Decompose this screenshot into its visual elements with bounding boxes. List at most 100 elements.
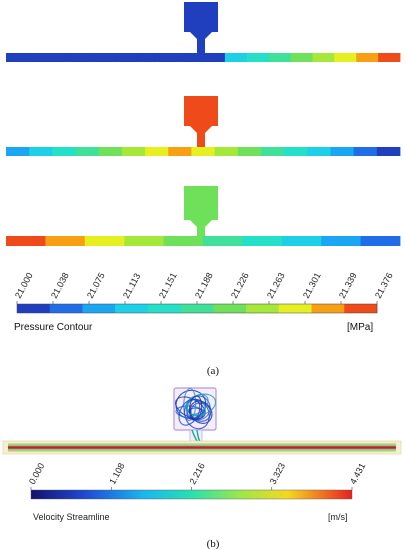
pressure-unit: [MPa] [347,322,373,333]
pressure-tick-label: 21.376 [373,271,395,300]
velocity-tick-label: 2.216 [187,461,206,486]
pipe-segment [353,147,378,156]
pressure-tick-label: 21.113 [121,272,142,300]
pressure-colorbar-cell [180,304,214,313]
pressure-chamber-taper [190,32,212,39]
swirl-streamline [189,400,213,424]
pipe-segment [290,53,313,62]
pressure-tick-label: 21.226 [229,271,251,300]
pipe-segment [115,53,138,62]
pipe-segment [137,53,160,62]
velocity-colorbar [30,489,353,500]
pipe-segment [237,147,262,156]
pipe-segment [356,53,379,62]
pipe-segment [360,236,401,246]
pressure-chamber-taper [190,126,212,133]
pipe-segment [284,147,308,156]
pressure-colorbar-cell [213,304,247,313]
pipe-segment [168,147,192,156]
chamber-swirl-streamlines [175,387,217,430]
pressure-chamber [184,2,218,32]
pipe-segment [45,236,86,246]
pipe-segment [214,147,239,156]
pressure-pipe-3 [6,186,401,246]
pipe-segment [71,53,94,62]
pipe-segment [203,236,243,246]
pressure-colorbar [16,303,378,314]
pipe-segment [98,147,123,156]
pressure-colorbar-cell [278,304,312,313]
pipe-segment [260,147,285,156]
pipe-segment [376,147,401,156]
pipe-segment [242,236,283,246]
pressure-tick-label: 21.075 [85,271,107,300]
velocity-tick-label: 0.000 [27,461,46,486]
pressure-chamber [184,186,218,220]
pipe-segment [191,147,215,156]
pipe-segment [246,53,270,62]
pipe-segment [93,53,116,62]
swirl-streamline [185,393,217,416]
pressure-tick-label: 21.038 [49,271,71,300]
pressure-tick-label: 21.339 [337,271,359,300]
panel-label-b: (b) [207,538,220,550]
pipe-segment [163,236,204,246]
panel-label-a: (a) [207,365,220,377]
pipe-segment [121,147,146,156]
pressure-colorbar-cell [311,304,345,313]
pressure-tick-label: 21.151 [157,271,179,300]
pipe-segment [27,53,51,62]
swirl-streamline [178,398,201,426]
pipe-segment [124,236,164,246]
pressure-contour-title: Pressure Contour [14,322,93,333]
pressure-tick-label: 21.263 [265,271,287,300]
pressure-neck [197,133,205,147]
pipe-segment [268,53,291,62]
pressure-colorbar-cell [147,304,181,313]
velocity-unit: [m/s] [328,512,348,522]
pipe-segment [281,236,322,246]
pipe-segment [312,53,335,62]
pressure-pipe-2 [6,96,401,156]
velocity-streamline-view [2,382,402,455]
pipe-segment [321,236,361,246]
pipe-segment [6,147,30,156]
pipe-segment [330,147,355,156]
pipe-segment [145,147,169,156]
pipe-segment [75,147,100,156]
pressure-tick-label: 21.188 [193,271,215,300]
pipe-segment [203,53,226,62]
pipe-segment [6,53,29,62]
pressure-tick-label: 21.000 [13,271,35,300]
pipe-segment [159,53,182,62]
pipe-segment [181,53,204,62]
pressure-colorbar-cell [49,304,83,313]
pressure-chamber-taper [190,220,212,227]
swirl-streamline [175,405,205,419]
pipe-segment [334,53,357,62]
pressure-tick-label: 21.301 [301,271,323,300]
pipe-segment [307,147,331,156]
pipe-segment [29,147,53,156]
velocity-tick-label: 4.431 [348,461,367,486]
velocity-tick-label: 1.108 [107,461,126,486]
pressure-colorbar-frame [16,303,378,314]
pressure-pipe-1 [6,2,401,62]
pipe-segment [84,236,125,246]
pressure-chamber [184,96,218,126]
pressure-neck [197,39,205,53]
velocity-tick-labels: 0.000 1.108 2.216 3.323 4.431 [27,461,367,490]
pressure-colorbar-cell [82,304,116,313]
pressure-neck [197,227,205,236]
pressure-colorbar-cell [344,304,378,313]
velocity-streamline-title: Velocity Streamline [33,512,110,522]
pipe-segment [224,53,248,62]
pipe-segment [6,236,46,246]
pipe-segment [378,53,401,62]
pipe-segment [49,53,73,62]
pressure-colorbar-cell [246,304,280,313]
velocity-tick-label: 3.323 [268,461,287,486]
pressure-colorbar-cell [17,304,51,313]
pressure-colorbar-cell [115,304,149,313]
